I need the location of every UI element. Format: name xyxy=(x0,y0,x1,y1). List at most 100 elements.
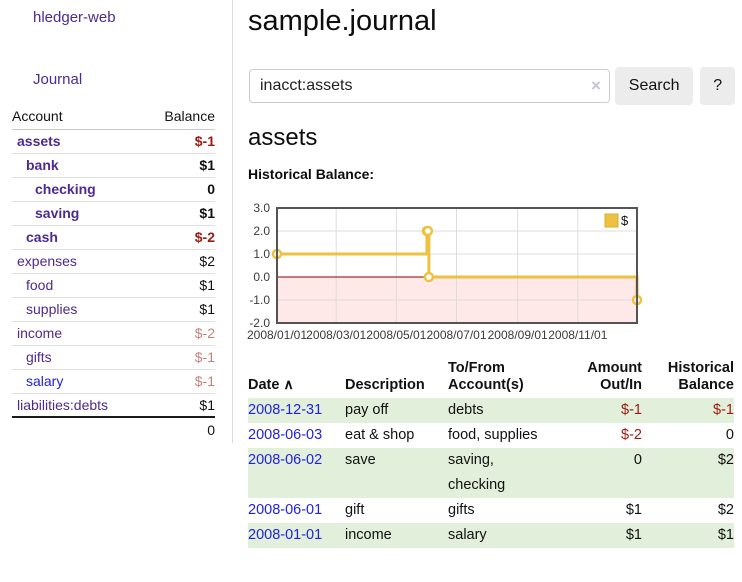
account-balance: $-1 xyxy=(113,369,215,394)
account-link[interactable]: cash xyxy=(26,229,58,245)
x-tick-label: 2008/11/01 xyxy=(548,328,607,342)
sidebar-account-row: cash $-2 xyxy=(12,225,215,250)
account-link[interactable]: gifts xyxy=(26,349,52,365)
transaction-accounts: saving, checking xyxy=(448,448,560,498)
account-link[interactable]: supplies xyxy=(26,301,78,317)
sidebar-account-row: assets $-1 xyxy=(12,129,215,154)
x-tick-label: 2008/07/01 xyxy=(426,328,486,342)
transaction-description: pay off xyxy=(345,398,448,423)
register-body: 2008-12-31 pay off debts $-1 $-1 2008-06-03 ea… xyxy=(248,398,734,548)
total-spacer xyxy=(12,416,114,442)
search-input-wrap: × xyxy=(249,69,610,103)
account-link[interactable]: assets xyxy=(17,133,61,149)
transaction-accounts: gifts xyxy=(448,502,475,518)
account-column-header: Account xyxy=(12,103,114,130)
account-balance: $1 xyxy=(113,273,215,298)
data-point-marker xyxy=(423,271,435,283)
sidebar-divider xyxy=(232,0,233,443)
account-balance: $2 xyxy=(113,249,215,274)
sidebar-account-row: income $-2 xyxy=(12,321,215,346)
search-form: × Search ? xyxy=(249,66,735,106)
transaction-date-link[interactable]: 2008-06-03 xyxy=(248,427,323,443)
legend-label: $ xyxy=(621,213,629,228)
sidebar-item-journal[interactable]: Journal xyxy=(33,71,83,88)
account-balance: 0 xyxy=(113,177,215,202)
tofrom-column-header: To/From Account(s) xyxy=(448,360,524,393)
account-balance: $1 xyxy=(113,201,215,226)
total-balance: 0 xyxy=(113,416,215,442)
accounts-header-row: Account Balance xyxy=(12,103,215,130)
clear-search-icon[interactable]: × xyxy=(591,76,601,95)
account-link[interactable]: food xyxy=(26,277,54,293)
account-link[interactable]: saving xyxy=(35,205,80,221)
y-tick-label: 0.0 xyxy=(253,270,270,284)
transaction-description: gift xyxy=(345,502,365,518)
sidebar-accounts-table: Account Balance assets $-1 bank $1 checking 0… xyxy=(12,103,215,442)
transaction-amount: $1 xyxy=(560,523,642,548)
date-column-header[interactable]: Date ∧ xyxy=(248,376,294,393)
sort-asc-icon: ∧ xyxy=(283,376,294,392)
register-row: 2008-12-31 pay off debts $-1 $-1 xyxy=(248,398,734,423)
historical-balance-chart: $3.0 2.0 1.0 0.0 -1.0 -2.0 2008/01/01 2008/03/0… xyxy=(240,200,720,348)
account-balance: $1 xyxy=(199,396,215,413)
register-row: 2008-06-01 gift gifts $1 $2 xyxy=(248,498,734,523)
transaction-date-link[interactable]: 2008-06-02 xyxy=(248,452,323,468)
account-balance: $1 xyxy=(113,153,215,178)
transaction-description: income xyxy=(345,523,448,548)
account-balance: $-1 xyxy=(113,345,215,370)
sidebar-account-row: food $1 xyxy=(12,273,215,298)
sidebar-total-row: 0 xyxy=(12,416,215,442)
account-balance: $-2 xyxy=(113,225,215,250)
transaction-amount: 0 xyxy=(560,448,642,498)
transaction-accounts: salary xyxy=(448,523,560,548)
account-link[interactable]: salary xyxy=(26,373,64,389)
transaction-date-link[interactable]: 2008-06-01 xyxy=(248,502,323,518)
transaction-description: save xyxy=(345,448,448,498)
account-balance: $1 xyxy=(113,297,215,322)
account-link[interactable]: expenses xyxy=(17,253,77,269)
register-header-row: Date ∧ Description To/From Account(s) Amo… xyxy=(248,360,734,398)
register-row: 2008-06-03 eat & shop food, supplies $-2 0 xyxy=(248,423,734,448)
x-tick-label: 2008/03/01 xyxy=(306,328,366,342)
transaction-date-link[interactable]: 2008-12-31 xyxy=(248,402,323,418)
transaction-balance: $1 xyxy=(642,523,734,548)
y-tick-label: 2.0 xyxy=(253,224,270,238)
sidebar-account-row: salary $-1 xyxy=(12,369,215,394)
balance-column-header: Historical Balance xyxy=(667,360,734,393)
plot-border xyxy=(276,207,638,324)
sidebar-account-row: bank $1 xyxy=(12,153,215,178)
transaction-accounts: food, supplies xyxy=(448,427,538,443)
sidebar-account-row: liabilities:debts $1 xyxy=(12,393,215,417)
help-button[interactable]: ? xyxy=(700,67,735,105)
transaction-amount: $1 xyxy=(625,502,642,518)
account-link[interactable]: bank xyxy=(26,157,59,173)
sidebar-account-row: gifts $-1 xyxy=(12,345,215,370)
y-tick-label: 3.0 xyxy=(253,201,270,215)
transaction-amount: $-1 xyxy=(560,398,642,423)
sidebar-account-row: expenses $2 xyxy=(12,249,215,274)
account-link[interactable]: income xyxy=(17,325,63,341)
sidebar-accounts-body: assets $-1 bank $1 checking 0 saving $1 cash $-2 e… xyxy=(12,129,215,417)
transaction-balance: $2 xyxy=(642,448,734,498)
transaction-balance: $2 xyxy=(717,502,734,518)
brand-link[interactable]: hledger-web xyxy=(33,9,116,26)
register-row: 2008-06-02 save saving, checking 0 $2 xyxy=(248,448,734,498)
x-tick-label: 2008/05/01 xyxy=(366,328,426,342)
transaction-balance: $-1 xyxy=(642,398,734,423)
search-button[interactable]: Search xyxy=(614,67,694,105)
register-row: 2008-01-01 income salary $1 $1 xyxy=(248,523,734,548)
account-balance: $-1 xyxy=(113,129,215,154)
account-balance: $-2 xyxy=(113,321,215,346)
transaction-description: eat & shop xyxy=(345,427,415,443)
page-title: sample.journal xyxy=(248,5,437,37)
transaction-amount: $-2 xyxy=(621,427,642,443)
account-link[interactable]: liabilities:debts xyxy=(17,396,109,413)
y-tick-label: -1.0 xyxy=(249,293,270,307)
search-input[interactable] xyxy=(249,69,610,103)
y-tick-label: 1.0 xyxy=(253,247,270,261)
y-tick-label: -2.0 xyxy=(249,316,270,330)
account-link[interactable]: checking xyxy=(35,181,96,197)
transaction-date-link[interactable]: 2008-01-01 xyxy=(248,527,323,543)
